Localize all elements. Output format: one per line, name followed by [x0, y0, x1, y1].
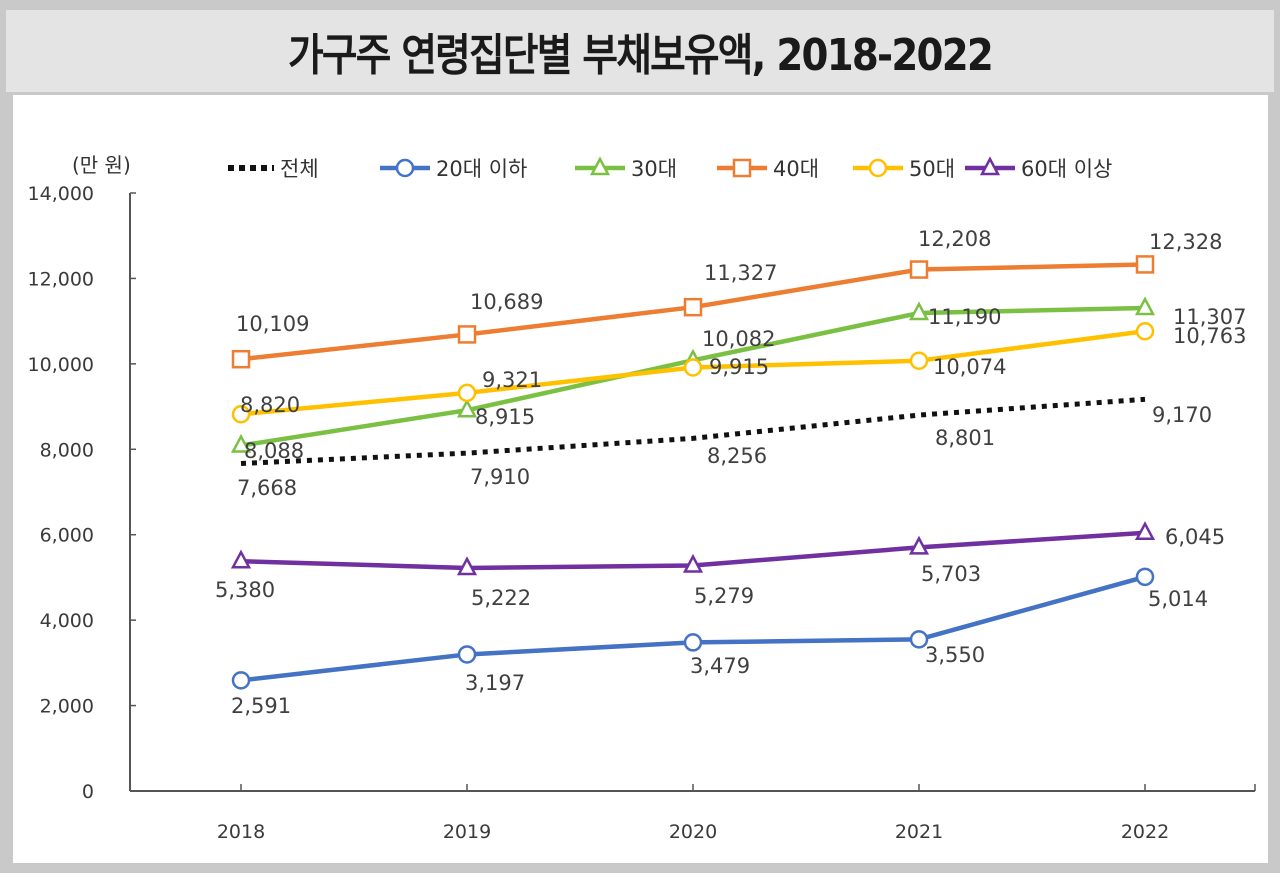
square-marker — [457, 325, 477, 344]
data-label: 6,045 — [1165, 525, 1225, 549]
x-tick-label: 2020 — [669, 821, 717, 843]
data-label: 8,088 — [244, 439, 304, 463]
circle-marker — [1135, 567, 1155, 587]
square-marker — [231, 349, 251, 369]
chart-title: 가구주 연령집단별 부채보유액, 2018-2022 — [287, 30, 994, 81]
data-label: 5,222 — [471, 586, 531, 610]
circle-marker — [909, 351, 929, 370]
data-label: 5,279 — [694, 584, 754, 608]
triangle-marker — [1134, 521, 1156, 541]
legend-label: 60대 이상 — [1021, 157, 1112, 181]
data-label: 12,208 — [918, 227, 991, 251]
title-band: 가구주 연령집단별 부채보유액, 2018-2022 — [6, 10, 1274, 92]
legend-label: 50대 — [909, 157, 955, 181]
data-label: 11,327 — [704, 261, 777, 285]
circle-marker — [1135, 322, 1155, 341]
triangle-marker — [456, 398, 478, 418]
data-label: 10,109 — [236, 312, 309, 336]
legend-triangle-marker — [589, 156, 611, 176]
triangle-marker — [1134, 296, 1156, 316]
square-marker — [683, 297, 703, 317]
data-label: 11,190 — [928, 305, 1001, 329]
circle-marker — [683, 633, 703, 652]
triangle-marker — [908, 535, 930, 555]
series-line-2 — [240, 305, 1146, 448]
legend-circle-marker — [395, 158, 415, 178]
y-tick-label: 8,000 — [40, 439, 94, 461]
triangle-marker — [230, 549, 252, 569]
data-label: 10,074 — [933, 355, 1006, 379]
legend-label: 40대 — [773, 157, 819, 181]
legend-triangle-marker — [979, 156, 1001, 176]
y-tick-label: 14,000 — [28, 183, 94, 205]
y-tick-label: 6,000 — [40, 525, 94, 547]
data-label: 2,591 — [231, 694, 291, 718]
x-tick-label: 2018 — [217, 821, 265, 843]
triangle-marker — [908, 301, 930, 321]
triangle-marker — [230, 433, 252, 453]
data-label: 10,689 — [470, 290, 543, 314]
circle-marker — [231, 405, 251, 424]
y-tick-label: 4,000 — [40, 610, 94, 632]
y-tick-label: 12,000 — [28, 268, 94, 290]
x-tick-label: 2019 — [443, 821, 491, 843]
line-chart: 0 2,000 4,000 6,000 8,000 10,000 12,000 14,000 2… — [28, 153, 1256, 843]
legend-circle-marker — [868, 158, 888, 178]
data-label: 3,479 — [690, 654, 750, 678]
square-marker — [909, 260, 929, 279]
data-label: 8,820 — [240, 393, 300, 417]
data-label: 7,910 — [470, 465, 530, 489]
data-label: 12,328 — [1149, 230, 1222, 254]
legend-label: 전체 — [280, 157, 319, 181]
series-line-0 — [240, 396, 1146, 466]
data-label: 10,763 — [1173, 324, 1246, 348]
data-label: 5,380 — [215, 578, 275, 602]
chart-panel: 0 2,000 4,000 6,000 8,000 10,000 12,000 14,000 2… — [13, 95, 1268, 863]
data-label: 9,170 — [1152, 403, 1212, 427]
data-label: 3,197 — [465, 671, 525, 695]
data-label: 5,703 — [921, 562, 981, 586]
data-label: 8,801 — [935, 426, 995, 450]
data-label: 5,014 — [1148, 587, 1208, 611]
data-label: 8,915 — [475, 405, 535, 429]
circle-marker — [683, 358, 703, 377]
data-label: 8,256 — [707, 444, 767, 468]
legend-label: 30대 — [631, 157, 677, 181]
data-label: 10,082 — [702, 327, 775, 351]
data-label: 11,307 — [1173, 305, 1246, 329]
circle-marker — [909, 630, 929, 649]
y-tick-label: 2,000 — [40, 696, 94, 718]
circle-marker — [457, 383, 477, 403]
y-tick-label: 10,000 — [28, 354, 94, 376]
data-label: 7,668 — [237, 476, 297, 500]
triangle-marker — [682, 553, 704, 573]
y-unit-label: (만 원) — [72, 153, 131, 177]
circle-marker — [231, 671, 251, 690]
data-label: 9,321 — [482, 368, 542, 392]
triangle-marker — [456, 556, 478, 576]
x-tick-label: 2022 — [1121, 821, 1169, 843]
legend-label: 20대 이하 — [436, 157, 527, 181]
circle-marker — [457, 645, 477, 664]
x-tick-label: 2021 — [895, 821, 943, 843]
data-label: 9,915 — [709, 355, 769, 379]
legend-square-marker — [732, 158, 752, 178]
data-label: 3,550 — [925, 643, 985, 667]
y-tick-label: 0 — [82, 781, 94, 803]
square-marker — [1135, 255, 1155, 274]
